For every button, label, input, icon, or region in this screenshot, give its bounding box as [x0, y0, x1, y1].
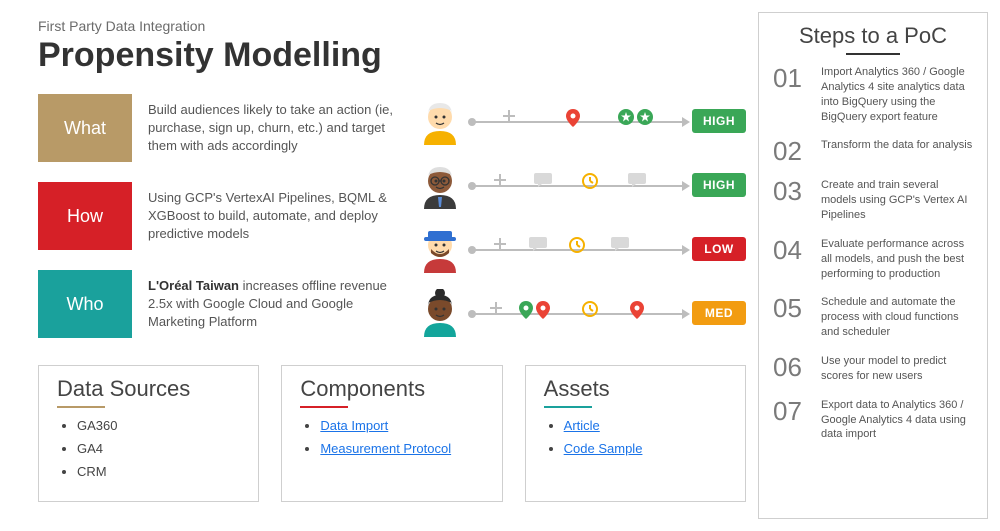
timeline-chat-icon — [534, 173, 552, 192]
persona-timeline-2 — [470, 229, 684, 269]
timeline-clock-icon — [582, 301, 598, 322]
pretitle: First Party Data Integration — [38, 18, 746, 34]
step-text: Create and train several models using GC… — [821, 178, 973, 223]
list-item: Article — [564, 418, 727, 433]
timeline-chat-icon — [611, 237, 629, 256]
step-text: Import Analytics 360 / Google Analytics … — [821, 65, 973, 124]
data_sources-item: CRM — [77, 464, 107, 479]
list-item: GA360 — [77, 418, 240, 433]
timeline-clock-icon — [582, 173, 598, 194]
persona-row-3: MED — [418, 285, 746, 341]
step-01: 01 Import Analytics 360 / Google Analyti… — [773, 65, 973, 124]
timeline-clock-icon — [569, 237, 585, 258]
what-text: Build audiences likely to take an action… — [148, 102, 393, 153]
components-link[interactable]: Measurement Protocol — [320, 441, 451, 456]
persona-avatar-2 — [418, 225, 462, 273]
info-boxes: Data Sources GA360 GA4 CRM Components Data… — [38, 365, 746, 502]
components-title: Components — [300, 376, 483, 402]
list-item: CRM — [77, 464, 240, 479]
list-item: GA4 — [77, 441, 240, 456]
how-tab: How — [38, 182, 132, 250]
timeline-pin-icon — [536, 301, 550, 324]
page-title: Propensity Modelling — [38, 36, 746, 75]
step-number: 07 — [773, 398, 809, 424]
assets-title: Assets — [544, 376, 727, 402]
step-text: Schedule and automate the process with c… — [821, 295, 973, 340]
step-number: 02 — [773, 138, 809, 164]
step-text: Transform the data for analysis — [821, 138, 972, 153]
components-link[interactable]: Data Import — [320, 418, 388, 433]
persona-timeline-3 — [470, 293, 684, 333]
persona-avatar-3 — [418, 289, 462, 337]
timeline-plus-icon — [502, 109, 516, 128]
persona-timeline-0 — [470, 101, 684, 141]
timeline-pin-icon — [630, 301, 644, 324]
steps-panel: Steps to a PoC 01 Import Analytics 360 /… — [758, 12, 988, 519]
components-box: Components Data Import Measurement Protoc… — [281, 365, 502, 502]
persona-badge-0: HIGH — [692, 109, 746, 133]
steps-title: Steps to a PoC — [773, 23, 973, 49]
timeline-pin-icon — [519, 301, 533, 324]
timeline-plus-icon — [493, 237, 507, 256]
list-item: Code Sample — [564, 441, 727, 456]
step-number: 05 — [773, 295, 809, 321]
data_sources-item: GA4 — [77, 441, 103, 456]
timeline-chat-icon — [628, 173, 646, 192]
step-number: 01 — [773, 65, 809, 91]
persona-badge-1: HIGH — [692, 173, 746, 197]
assets-link[interactable]: Article — [564, 418, 600, 433]
data_sources-title: Data Sources — [57, 376, 240, 402]
persona-badge-2: LOW — [692, 237, 746, 261]
timeline-plus-icon — [493, 173, 507, 192]
who-description: L'Oréal Taiwan increases offline revenue… — [132, 277, 412, 332]
who-bold: L'Oréal Taiwan — [148, 278, 239, 293]
assets-link[interactable]: Code Sample — [564, 441, 643, 456]
timeline-star-icon — [637, 109, 653, 130]
timeline-chat-icon — [529, 237, 547, 256]
who-tab: Who — [38, 270, 132, 338]
step-text: Export data to Analytics 360 / Google An… — [821, 398, 973, 443]
persona-avatar-1 — [418, 161, 462, 209]
timeline-pin-icon — [566, 109, 580, 132]
persona-badge-3: MED — [692, 301, 746, 325]
step-05: 05 Schedule and automate the process wit… — [773, 295, 973, 340]
what-tab: What — [38, 94, 132, 162]
step-04: 04 Evaluate performance across all model… — [773, 237, 973, 282]
persona-row-1: HIGH — [418, 157, 746, 213]
persona-row-2: LOW — [418, 221, 746, 277]
assets-box: Assets Article Code Sample — [525, 365, 746, 502]
step-03: 03 Create and train several models using… — [773, 178, 973, 223]
timeline-plus-icon — [489, 301, 503, 320]
list-item: Data Import — [320, 418, 483, 433]
step-07: 07 Export data to Analytics 360 / Google… — [773, 398, 973, 443]
data_sources-underline — [57, 406, 105, 408]
step-text: Use your model to predict scores for new… — [821, 354, 973, 384]
what-how-who: What Build audiences likely to take an a… — [38, 89, 746, 343]
steps-underline — [846, 53, 900, 55]
how-description: Using GCP's VertexAI Pipelines, BQML & X… — [132, 189, 412, 244]
persona-avatar-0 — [418, 97, 462, 145]
step-02: 02 Transform the data for analysis — [773, 138, 973, 164]
assets-underline — [544, 406, 592, 408]
step-text: Evaluate performance across all models, … — [821, 237, 973, 282]
persona-row-0: HIGH — [418, 93, 746, 149]
list-item: Measurement Protocol — [320, 441, 483, 456]
step-number: 06 — [773, 354, 809, 380]
step-06: 06 Use your model to predict scores for … — [773, 354, 973, 384]
how-text: Using GCP's VertexAI Pipelines, BQML & X… — [148, 190, 387, 241]
step-number: 04 — [773, 237, 809, 263]
persona-timeline-1 — [470, 165, 684, 205]
data_sources-box: Data Sources GA360 GA4 CRM — [38, 365, 259, 502]
what-description: Build audiences likely to take an action… — [132, 101, 412, 156]
data_sources-item: GA360 — [77, 418, 117, 433]
step-number: 03 — [773, 178, 809, 204]
components-underline — [300, 406, 348, 408]
timeline-star-icon — [618, 109, 634, 130]
